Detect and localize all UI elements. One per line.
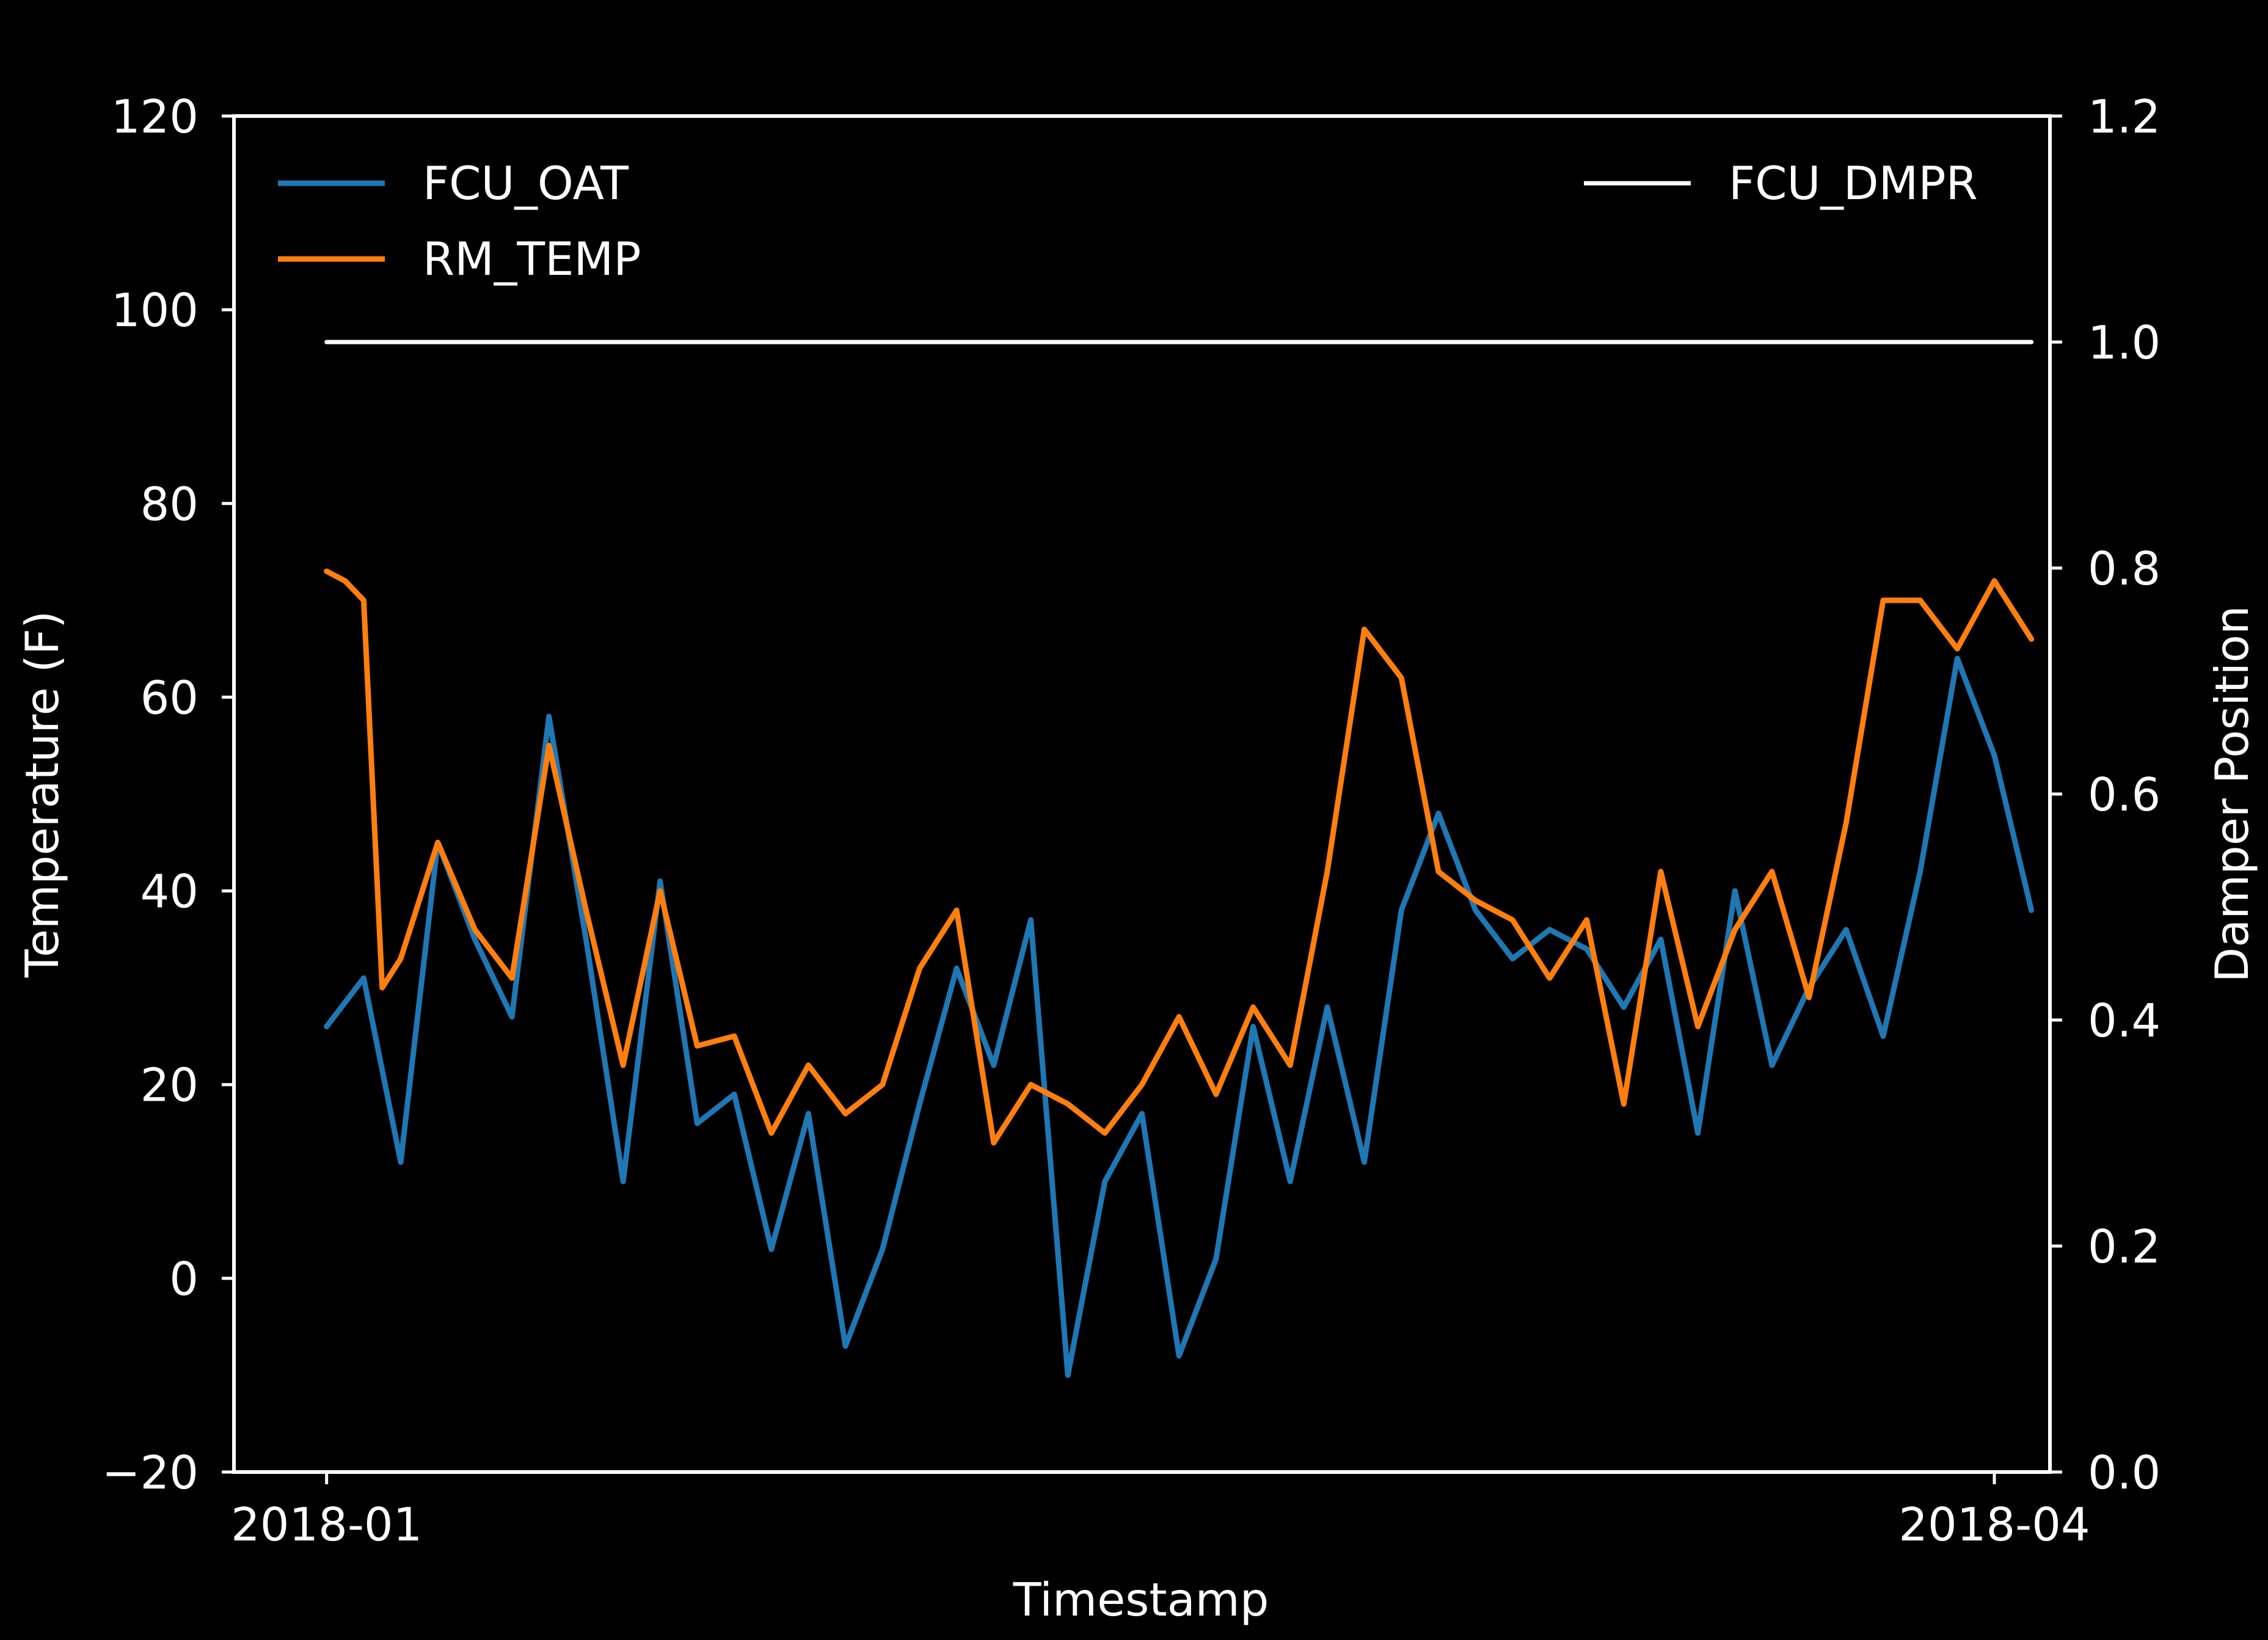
legend-left: FCU_OAT RM_TEMP [278,156,641,286]
y-right-tick-label: 0.8 [2088,542,2160,596]
legend-label-fcu-oat: FCU_OAT [423,156,629,210]
legend-right: FCU_DMPR [1584,156,1978,210]
y-left-tick-label: 0 [169,1252,199,1306]
x-tick-label: 2018-01 [231,1498,422,1551]
series-line-rm-temp [324,568,2035,1146]
legend-label-fcu-dmpr: FCU_DMPR [1729,156,1978,210]
y-right-tick-label: 0.4 [2088,994,2160,1048]
x-tick-label: 2018-04 [1898,1498,2090,1551]
series-layer [324,340,2035,1378]
y-right-tick-label: 1.0 [2088,316,2160,370]
legend-label-rm-temp: RM_TEMP [423,232,641,286]
y-right-tick-label: 0.6 [2088,768,2160,822]
y-left-tick-label: −20 [102,1446,199,1500]
y-left-tick-label: 60 [140,671,199,724]
x-axis-label: Timestamp [1013,1573,1269,1627]
y-right-tick-label: 0.0 [2088,1446,2160,1500]
y-left-tick-label: 80 [140,477,199,531]
y-left-tick-label: 100 [111,283,199,337]
y-right-tick-label: 0.2 [2088,1220,2160,1274]
y-left-tick-label: 120 [111,90,199,144]
y-left-tick-label: 40 [140,865,199,919]
series-line-fcu-oat [324,655,2035,1378]
y-axis-right-label: Damper Position [2205,605,2259,982]
y-axis-left-label: Temperature (F) [15,611,69,979]
y-left-tick-label: 20 [140,1059,199,1112]
right-axis-ticks: 0.0 0.2 0.4 0.6 0.8 1.0 1.2 [2050,90,2160,1500]
x-axis-ticks: 2018-01 2018-04 [231,1472,2090,1551]
left-axis-ticks: −20 0 20 40 60 80 100 120 [102,90,234,1500]
y-right-tick-label: 1.2 [2088,90,2160,144]
